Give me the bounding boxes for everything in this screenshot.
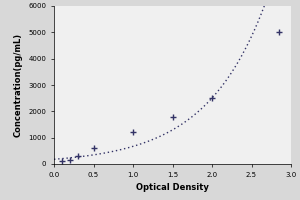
Y-axis label: Concentration(pg/mL): Concentration(pg/mL): [14, 33, 23, 137]
X-axis label: Optical Density: Optical Density: [136, 183, 209, 192]
